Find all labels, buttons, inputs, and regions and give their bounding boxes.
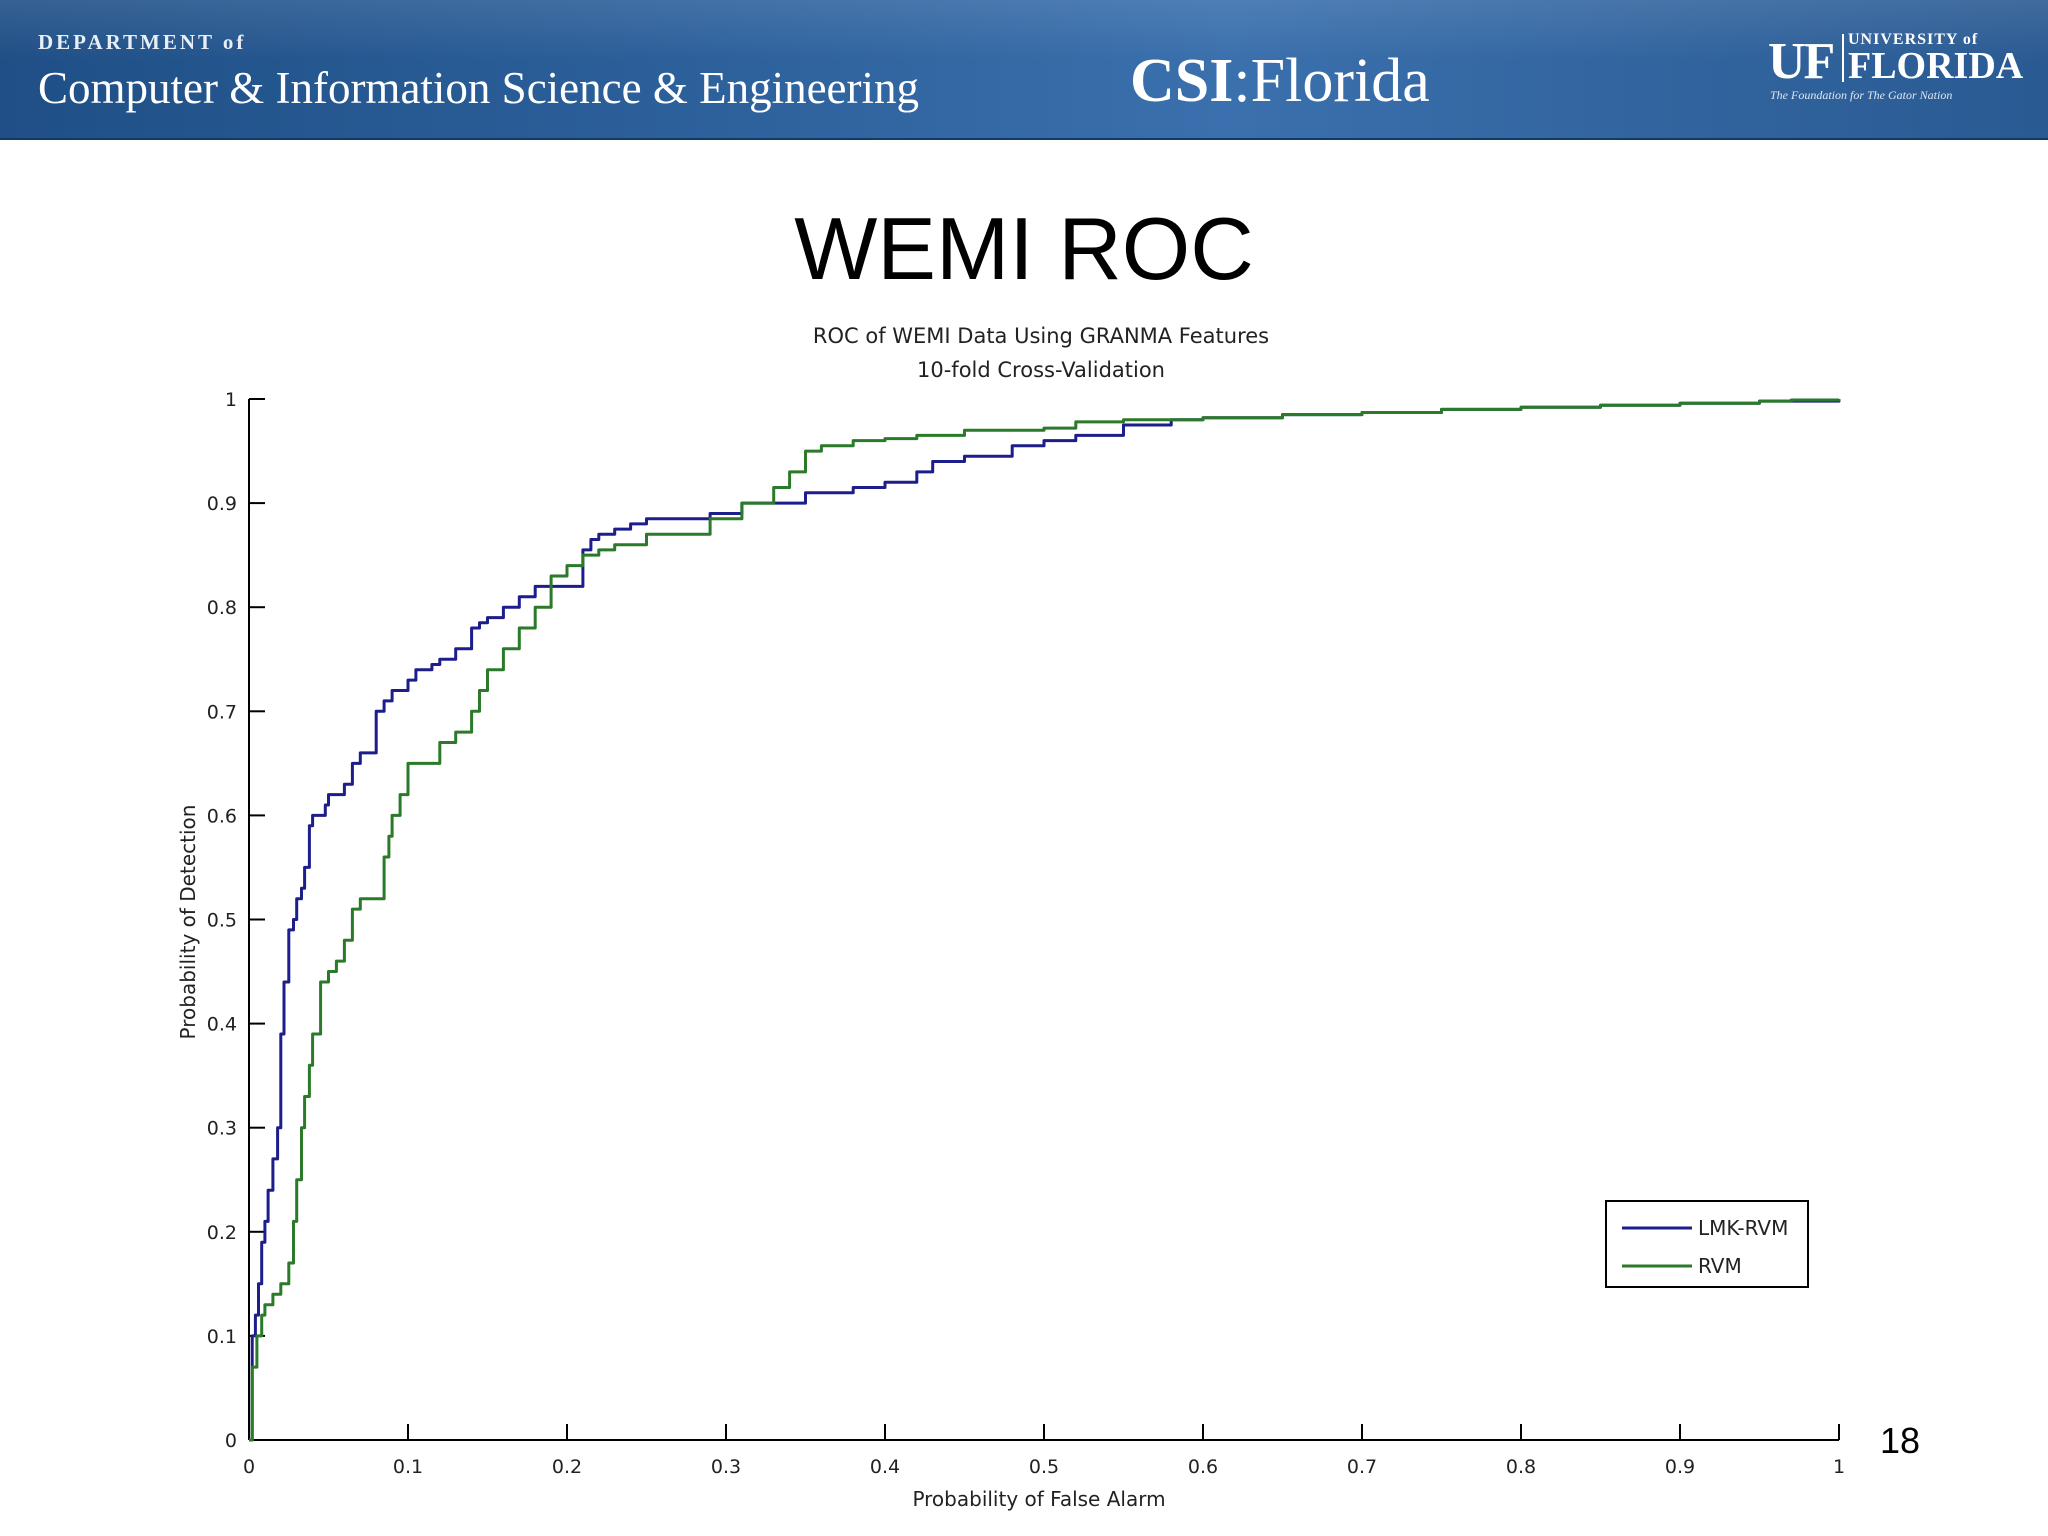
y-tick-label: 0.7: [207, 701, 237, 723]
y-tick-label: 0.8: [207, 597, 237, 619]
y-tick-label: 0.5: [207, 910, 237, 932]
legend-label: LMK-RVM: [1698, 1216, 1788, 1240]
chart-axes: 0 0.1 0.2 0.3 0.4 0.5 0.6 0.7 0.8 0.9 1 0 0.1 0.2 0.3 0…: [207, 389, 1845, 1478]
department-name: Computer & Information Science & Enginee…: [38, 63, 920, 113]
slide-title: WEMI ROC: [794, 199, 1254, 298]
y-tick-label: 0.4: [207, 1014, 237, 1036]
y-axis-label: Probability of Detection: [176, 805, 200, 1040]
chart-legend: LMK-RVM RVM: [1605, 1200, 1809, 1288]
y-tick-label: 0.2: [207, 1222, 237, 1244]
x-tick-label: 0.1: [393, 1456, 423, 1478]
chart-title: ROC of WEMI Data Using GRANMA Features: [813, 324, 1269, 348]
series-line-rvm: [249, 398, 1841, 1442]
x-tick-label: 0.9: [1665, 1456, 1695, 1478]
x-tick-label: 0: [243, 1456, 255, 1478]
x-tick-label: 0.2: [552, 1456, 582, 1478]
x-tick-label: 0.3: [711, 1456, 741, 1478]
x-tick-label: 0.4: [870, 1456, 900, 1478]
legend-box: [1605, 1200, 1809, 1288]
x-tick-label: 0.6: [1188, 1456, 1218, 1478]
y-tick-label: 0.1: [207, 1326, 237, 1348]
uf-tagline: The Foundation for The Gator Nation: [1770, 88, 1953, 102]
series-line-lmk-rvm: [249, 399, 1841, 1442]
page-number: 18: [1880, 1420, 1921, 1461]
chart-subtitle: 10-fold Cross-Validation: [917, 358, 1165, 382]
y-tick-label: 0.6: [207, 805, 237, 827]
chart-series: [249, 398, 1841, 1442]
legend-label: RVM: [1698, 1254, 1742, 1278]
x-tick-label: 0.7: [1347, 1456, 1377, 1478]
x-tick-label: 0.5: [1029, 1456, 1059, 1478]
y-tick-label: 0.9: [207, 493, 237, 515]
y-tick-label: 1: [225, 389, 237, 411]
y-tick-label: 0.3: [207, 1118, 237, 1140]
y-tick-label: 0: [225, 1430, 237, 1452]
x-tick-label: 0.8: [1506, 1456, 1536, 1478]
header-banner: DEPARTMENT of Computer & Information Sci…: [0, 0, 2048, 140]
x-axis-label: Probability of False Alarm: [912, 1487, 1165, 1511]
x-tick-label: 1: [1833, 1456, 1845, 1478]
